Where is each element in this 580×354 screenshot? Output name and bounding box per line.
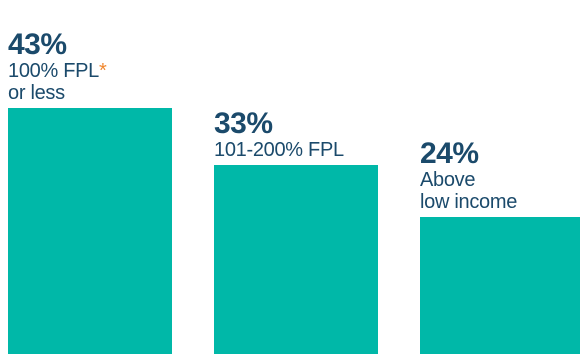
category-label-line-wrap: 100% FPL* bbox=[8, 60, 107, 82]
value-label: 43% bbox=[8, 28, 67, 61]
category-label-line: low income bbox=[420, 191, 518, 213]
category-label-line: 100% FPL bbox=[8, 60, 99, 82]
bar-2 bbox=[214, 165, 378, 354]
category-label: 101-200% FPL bbox=[214, 139, 344, 161]
footnote-marker: * bbox=[99, 60, 107, 82]
bar-label-group-3: 24% Above low income bbox=[420, 137, 517, 214]
bar-label-group-1: 43% 100% FPL* or less bbox=[8, 28, 107, 105]
category-label: 100% FPL* or less bbox=[8, 60, 107, 104]
bar-3 bbox=[420, 217, 580, 354]
bar-label-group-2: 33% 101-200% FPL bbox=[214, 107, 344, 162]
category-label-line: Above bbox=[420, 169, 476, 191]
category-label: Above low income bbox=[420, 169, 517, 213]
value-label: 33% bbox=[214, 107, 273, 140]
category-label-line: 101-200% FPL bbox=[214, 139, 344, 161]
value-label: 24% bbox=[420, 137, 479, 170]
bar-1 bbox=[8, 108, 172, 354]
category-label-line: or less bbox=[8, 82, 65, 104]
